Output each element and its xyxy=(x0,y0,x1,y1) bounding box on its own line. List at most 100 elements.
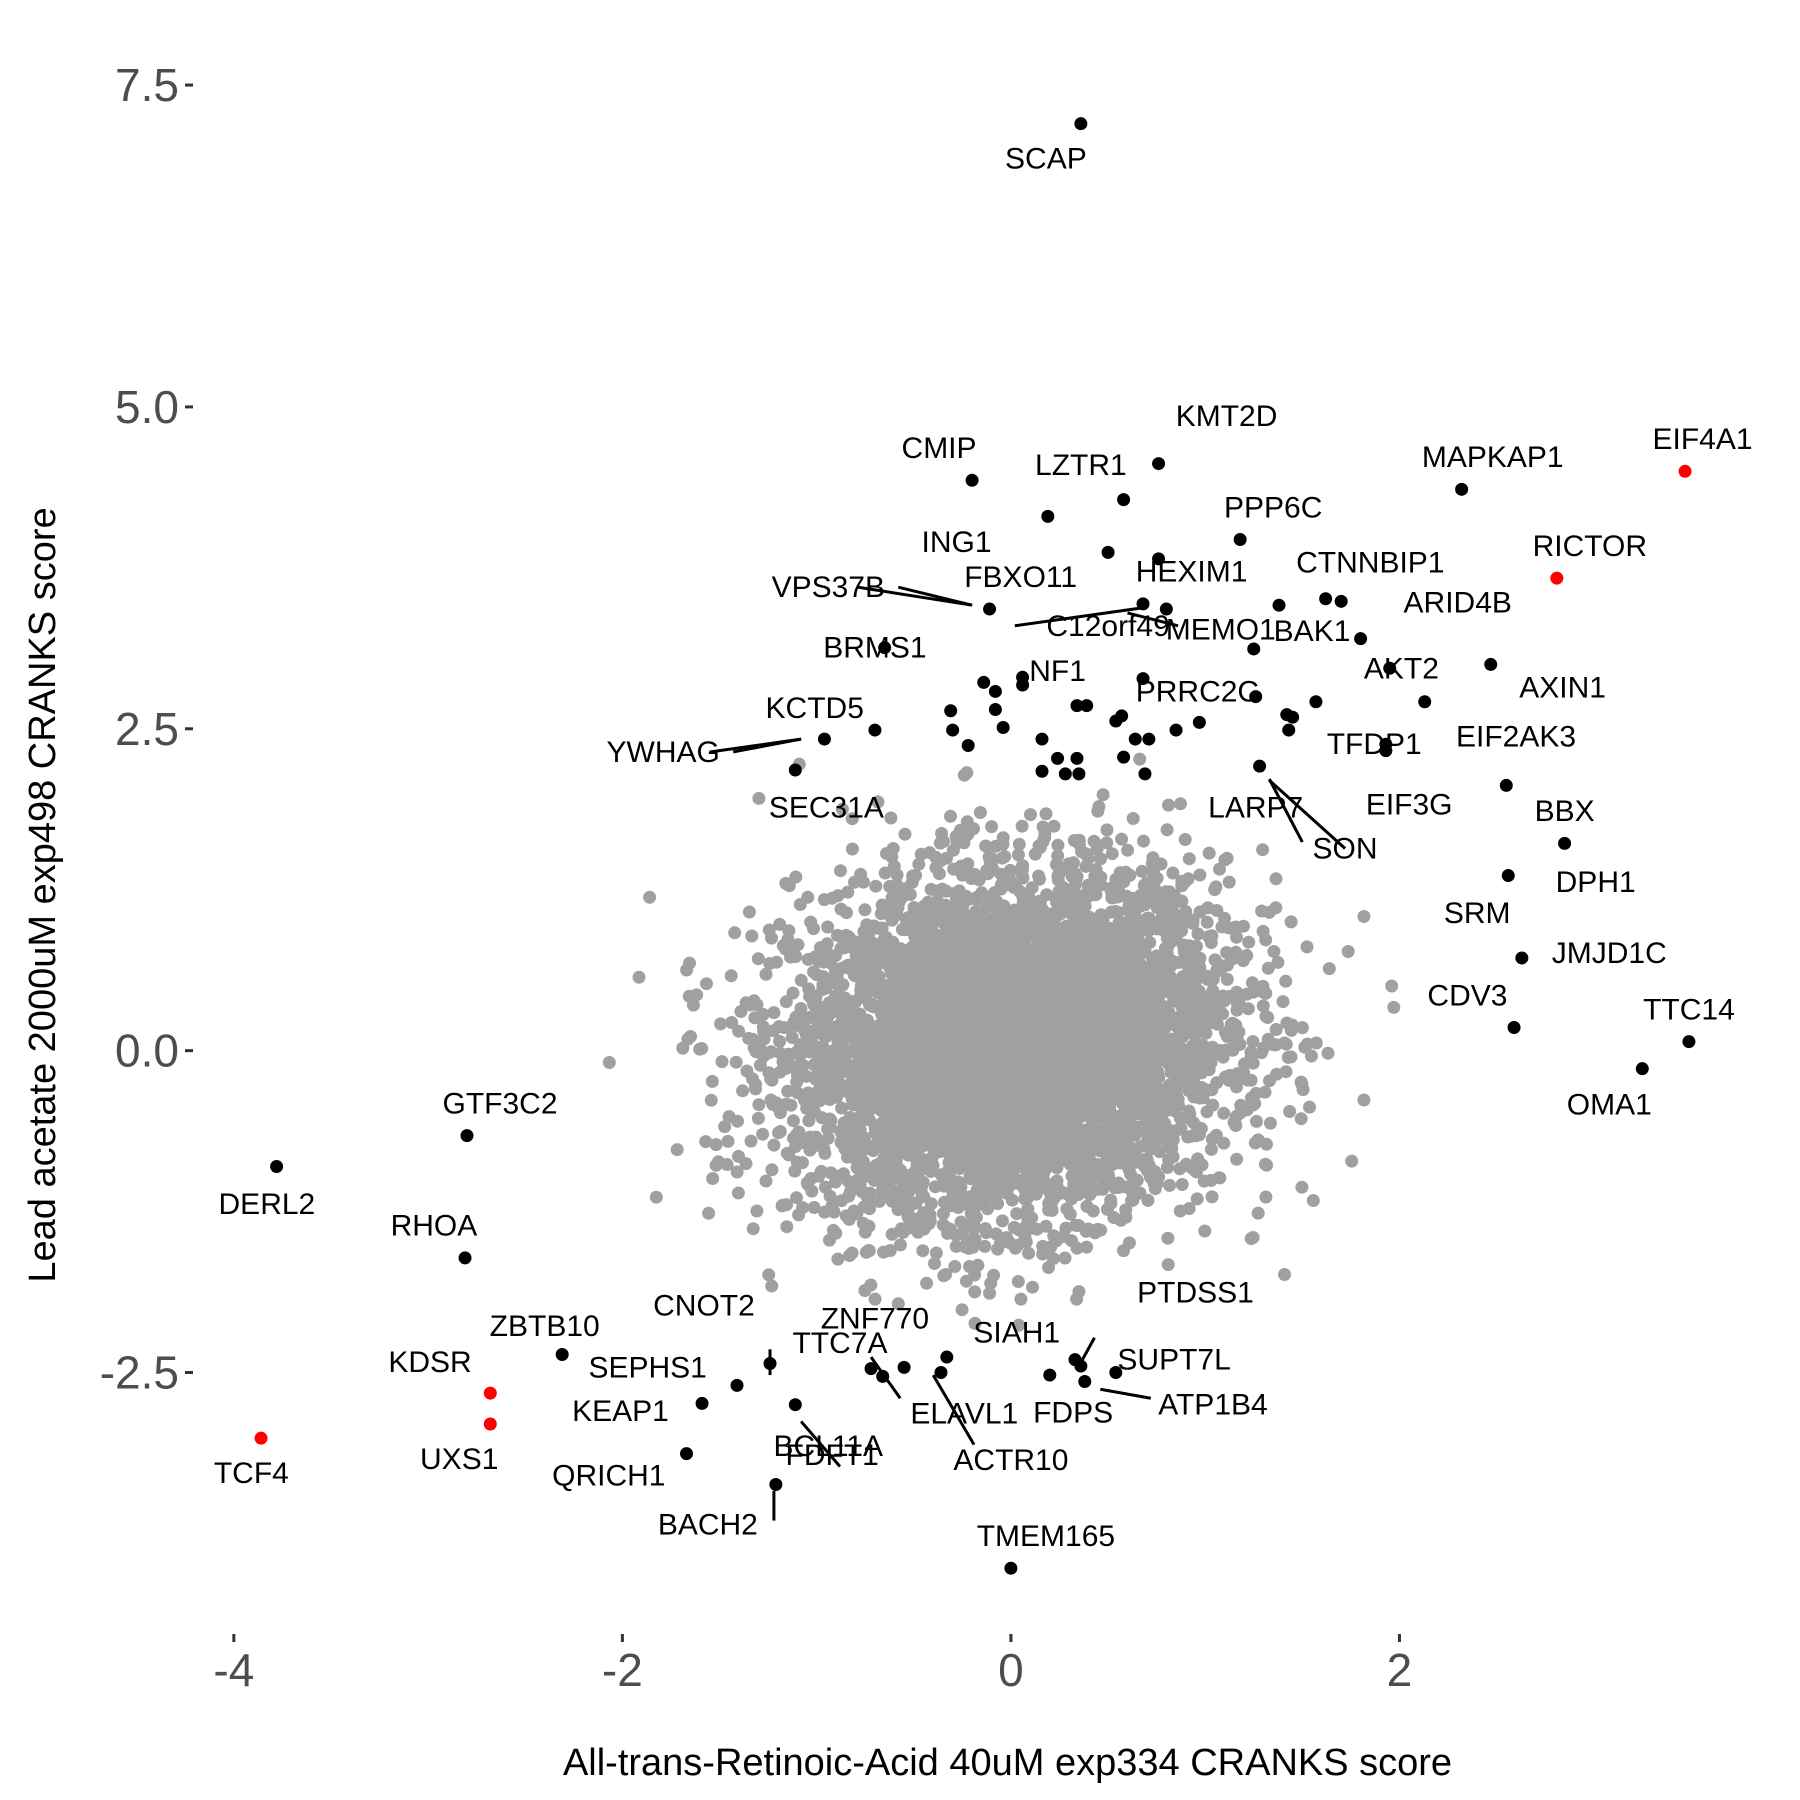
background-point xyxy=(1051,849,1065,863)
background-point xyxy=(883,1172,897,1186)
background-point xyxy=(923,1214,937,1228)
background-point xyxy=(709,1158,723,1172)
background-point xyxy=(702,1206,716,1220)
background-point xyxy=(1059,1221,1073,1235)
background-point xyxy=(1014,1292,1028,1306)
background-point xyxy=(1279,1065,1293,1079)
background-point xyxy=(776,1198,789,1212)
background-point xyxy=(1309,1036,1323,1050)
background-point xyxy=(1260,1137,1273,1151)
background-point xyxy=(937,1269,951,1283)
background-point xyxy=(796,1201,810,1215)
background-point xyxy=(1036,1239,1050,1253)
background-point xyxy=(753,1058,767,1072)
background-point xyxy=(1012,837,1026,851)
background-point xyxy=(1096,788,1110,802)
background-point xyxy=(991,1197,1005,1211)
background-point xyxy=(946,843,960,857)
background-point xyxy=(1133,752,1147,766)
background-point xyxy=(1047,1229,1061,1243)
background-point xyxy=(1145,856,1159,870)
background-point xyxy=(1115,832,1129,846)
background-point xyxy=(948,1260,962,1273)
background-point xyxy=(1058,1251,1072,1265)
background-point xyxy=(1008,1241,1022,1255)
background-point xyxy=(954,1215,968,1229)
background-point xyxy=(1198,990,1212,1004)
background-point xyxy=(1024,808,1037,822)
background-point xyxy=(1182,852,1196,866)
background-point xyxy=(1263,1074,1276,1088)
background-point xyxy=(1000,1186,1014,1200)
background-point xyxy=(1240,949,1254,962)
background-point xyxy=(729,1055,743,1069)
background-point xyxy=(985,820,999,834)
background-point xyxy=(1012,1318,1026,1332)
background-point xyxy=(1126,812,1140,825)
background-point xyxy=(1246,1056,1260,1070)
background-point xyxy=(1261,961,1275,975)
background-point xyxy=(765,931,778,945)
background-point xyxy=(1169,929,1183,943)
background-point xyxy=(767,1138,781,1152)
background-point xyxy=(868,1122,882,1136)
background-point xyxy=(1245,976,1259,990)
background-point xyxy=(632,970,646,984)
background-point xyxy=(805,1184,819,1198)
background-point xyxy=(885,891,899,905)
background-point xyxy=(869,879,883,893)
background-point xyxy=(964,1207,978,1221)
background-point xyxy=(926,1075,940,1089)
background-point xyxy=(1104,1197,1118,1210)
background-point xyxy=(831,889,845,903)
background-points-layer xyxy=(602,752,1401,1332)
background-point xyxy=(928,1180,942,1194)
background-point xyxy=(912,857,926,871)
background-point xyxy=(931,913,945,927)
background-point xyxy=(878,866,892,880)
background-point xyxy=(920,1276,934,1290)
background-point xyxy=(1213,862,1226,876)
background-point xyxy=(1121,843,1135,857)
background-point xyxy=(1016,871,1030,885)
background-point xyxy=(1257,1041,1270,1055)
background-point xyxy=(906,1197,920,1211)
background-point xyxy=(955,1303,969,1317)
background-point xyxy=(960,1144,974,1158)
background-point xyxy=(1242,935,1256,949)
background-point xyxy=(1094,852,1108,866)
background-point xyxy=(876,905,890,919)
background-point xyxy=(944,809,957,823)
background-point xyxy=(1222,875,1236,889)
background-point xyxy=(830,928,844,942)
background-point xyxy=(983,1286,997,1300)
background-point xyxy=(1063,1207,1077,1221)
background-point xyxy=(759,967,773,981)
background-point xyxy=(1130,1173,1144,1187)
background-point xyxy=(1230,1080,1243,1094)
background-point xyxy=(1182,1084,1196,1098)
background-point xyxy=(890,868,904,882)
background-point xyxy=(1174,797,1187,811)
background-point xyxy=(818,1146,832,1160)
background-point xyxy=(782,924,796,938)
background-point xyxy=(709,1138,723,1152)
background-point xyxy=(1129,913,1143,927)
background-point xyxy=(1105,847,1119,861)
background-point xyxy=(1295,1021,1309,1035)
background-point xyxy=(742,905,756,919)
background-point xyxy=(1269,1023,1283,1036)
background-point xyxy=(862,1202,876,1216)
background-point xyxy=(821,920,835,934)
background-point xyxy=(1279,974,1293,988)
background-point xyxy=(1032,869,1046,883)
background-point xyxy=(1186,1116,1200,1129)
background-point xyxy=(900,998,914,1012)
background-point xyxy=(1140,1153,1154,1167)
background-point xyxy=(923,846,937,860)
background-point xyxy=(793,898,807,911)
background-point xyxy=(786,986,800,1000)
background-point xyxy=(1173,1162,1187,1176)
background-point xyxy=(773,1065,787,1079)
